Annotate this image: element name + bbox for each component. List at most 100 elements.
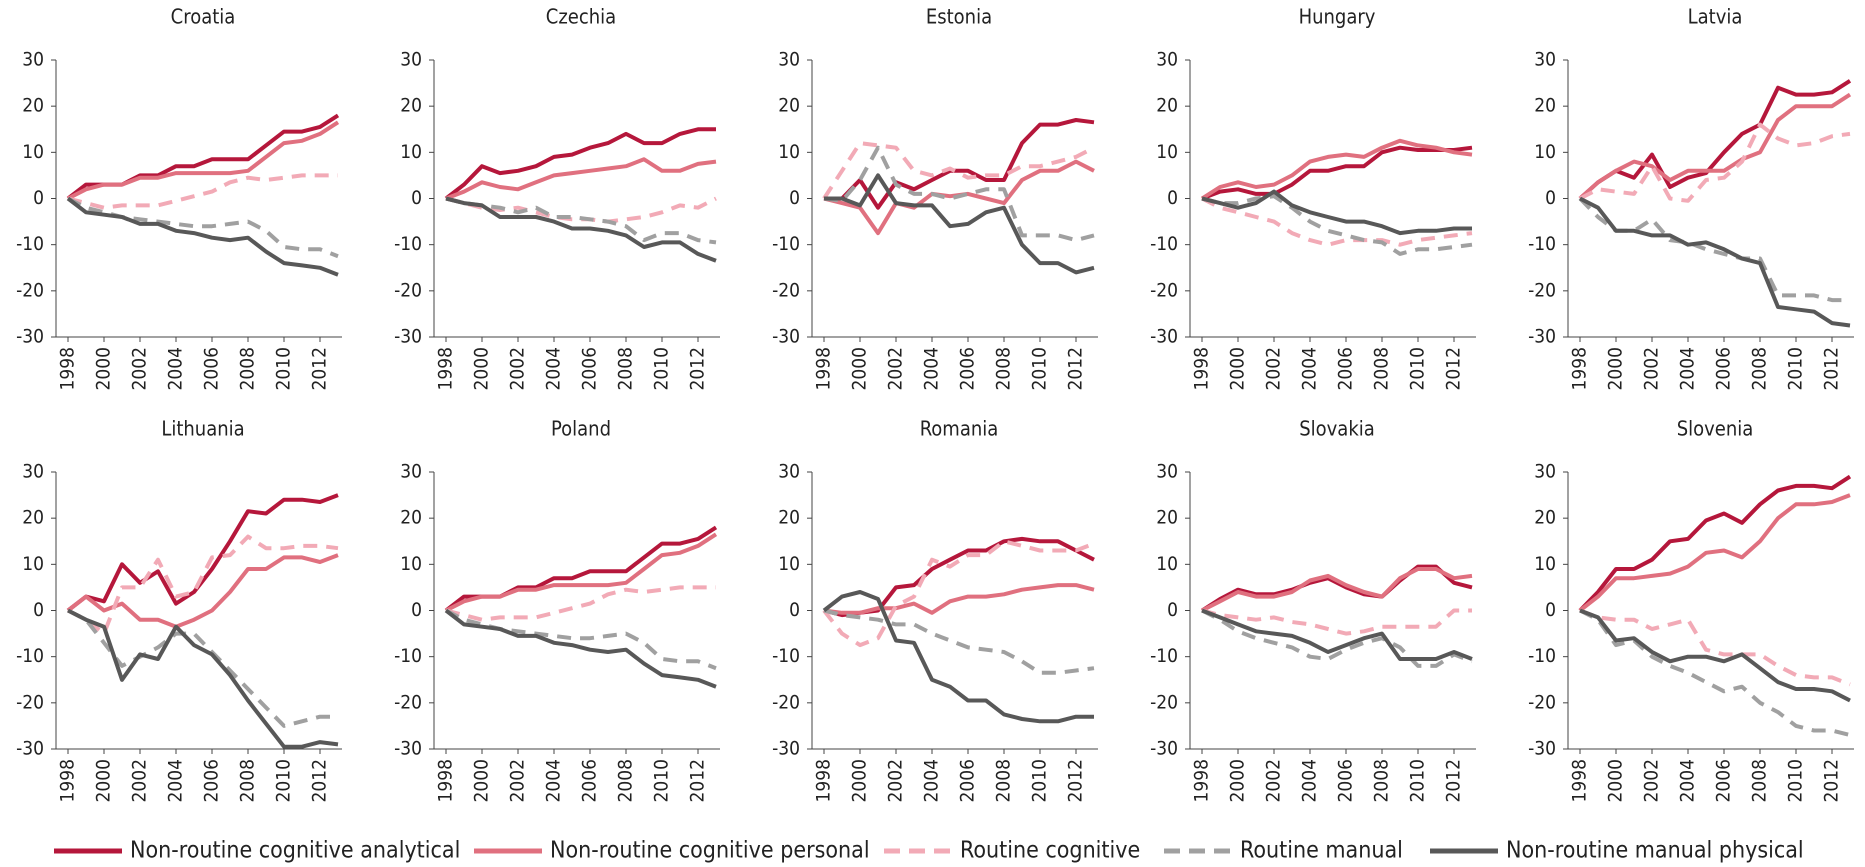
x-tick-label: 2002 xyxy=(885,759,907,803)
x-tick-label: 2002 xyxy=(1641,347,1663,391)
series-line xyxy=(66,493,339,613)
y-tick-label: 30 xyxy=(1534,49,1556,71)
x-tick-label: 1998 xyxy=(813,347,835,391)
series-line xyxy=(445,608,717,671)
series-line xyxy=(445,196,717,245)
x-tick-label: 2002 xyxy=(507,347,529,391)
series-line xyxy=(1578,493,1851,613)
series-line xyxy=(823,608,1095,675)
y-tick-label: 10 xyxy=(1156,553,1178,575)
x-tick-label: 2010 xyxy=(651,347,673,391)
y-tick-label: -10 xyxy=(394,233,422,255)
y-tick-label: -10 xyxy=(772,645,800,667)
series-line xyxy=(1579,196,1851,328)
series-line xyxy=(822,590,1094,724)
y-tick-label: -20 xyxy=(1528,691,1556,713)
x-tick-label: 2002 xyxy=(1263,759,1285,803)
x-tick-label: 2000 xyxy=(1227,759,1249,803)
legend-label: Non-routine cognitive analytical xyxy=(130,838,460,864)
x-tick-label: 2004 xyxy=(921,347,943,391)
x-tick-label: 2008 xyxy=(615,347,637,391)
y-tick-label: 30 xyxy=(778,49,800,71)
y-tick-label: -10 xyxy=(772,233,800,255)
y-tick-label: -30 xyxy=(1528,326,1556,348)
x-tick-label: 2004 xyxy=(1677,759,1699,803)
x-tick-label: 2012 xyxy=(1443,759,1465,803)
y-tick-label: 20 xyxy=(22,95,44,117)
x-tick-label: 2000 xyxy=(1227,347,1249,391)
x-tick-label: 2006 xyxy=(1335,759,1357,803)
x-tick-label: 2006 xyxy=(1713,759,1735,803)
y-tick-label: -20 xyxy=(394,691,422,713)
series-line xyxy=(824,173,1095,275)
y-tick-label: 0 xyxy=(1545,187,1556,209)
series-line xyxy=(1579,122,1851,203)
x-tick-label: 2002 xyxy=(129,759,151,803)
y-tick-label: 30 xyxy=(778,461,800,483)
y-tick-label: -20 xyxy=(1150,279,1178,301)
series-line xyxy=(444,127,716,201)
panel-title: Czechia xyxy=(546,5,616,29)
x-tick-label: 2010 xyxy=(273,759,295,803)
x-tick-label: 2008 xyxy=(237,759,259,803)
x-tick-label: 2006 xyxy=(201,759,223,803)
series-line xyxy=(444,608,717,689)
y-tick-label: -10 xyxy=(16,645,44,667)
y-tick-label: -20 xyxy=(16,691,44,713)
y-tick-label: -20 xyxy=(1528,279,1556,301)
y-tick-label: 0 xyxy=(789,187,800,209)
x-tick-label: 2010 xyxy=(1407,759,1429,803)
x-tick-label: 1998 xyxy=(813,759,835,803)
y-tick-label: 30 xyxy=(1156,461,1178,483)
x-tick-label: 2010 xyxy=(273,347,295,391)
y-tick-label: -20 xyxy=(1150,691,1178,713)
x-tick-label: 2006 xyxy=(1713,347,1735,391)
series-line xyxy=(1579,608,1851,687)
x-tick-label: 2012 xyxy=(1065,759,1087,803)
series-line xyxy=(1201,608,1473,661)
y-tick-label: 20 xyxy=(22,507,44,529)
series-line xyxy=(67,120,340,201)
y-tick-label: 20 xyxy=(778,95,800,117)
y-tick-label: 30 xyxy=(22,49,44,71)
y-tick-label: 30 xyxy=(1156,49,1178,71)
legend-label: Non-routine manual physical xyxy=(1506,838,1804,864)
series-line xyxy=(1579,608,1851,703)
y-tick-label: 10 xyxy=(1534,141,1556,163)
x-tick-label: 1998 xyxy=(435,759,457,803)
x-tick-label: 2000 xyxy=(849,759,871,803)
series-line xyxy=(445,196,717,263)
x-tick-label: 2006 xyxy=(957,347,979,391)
y-tick-label: -30 xyxy=(1150,738,1178,760)
y-tick-label: 10 xyxy=(778,141,800,163)
x-tick-label: 2012 xyxy=(687,759,709,803)
y-tick-label: 10 xyxy=(400,553,422,575)
y-tick-label: -30 xyxy=(394,738,422,760)
y-tick-label: -20 xyxy=(16,279,44,301)
series-line xyxy=(67,196,339,259)
y-tick-label: -20 xyxy=(394,279,422,301)
series-line xyxy=(1578,92,1852,200)
x-tick-label: 2008 xyxy=(615,759,637,803)
x-tick-label: 1998 xyxy=(57,759,79,803)
y-tick-label: 0 xyxy=(411,599,422,621)
y-tick-label: -30 xyxy=(772,738,800,760)
panel-title: Poland xyxy=(551,417,611,441)
y-tick-label: 20 xyxy=(1156,507,1178,529)
x-tick-label: 2000 xyxy=(849,347,871,391)
x-tick-label: 2000 xyxy=(1605,759,1627,803)
x-tick-label: 2008 xyxy=(1749,347,1771,391)
x-tick-label: 2010 xyxy=(1029,759,1051,803)
y-tick-label: 0 xyxy=(33,599,44,621)
series-line xyxy=(445,532,718,613)
series-line xyxy=(1578,79,1852,200)
series-line xyxy=(1200,564,1473,613)
series-line xyxy=(1578,474,1852,612)
x-tick-label: 2004 xyxy=(165,347,187,391)
x-tick-label: 2010 xyxy=(1407,347,1429,391)
x-tick-label: 1998 xyxy=(1191,347,1213,391)
y-tick-label: 20 xyxy=(1534,95,1556,117)
x-tick-label: 2006 xyxy=(579,759,601,803)
x-tick-label: 2004 xyxy=(1299,347,1321,391)
y-tick-label: 20 xyxy=(778,507,800,529)
